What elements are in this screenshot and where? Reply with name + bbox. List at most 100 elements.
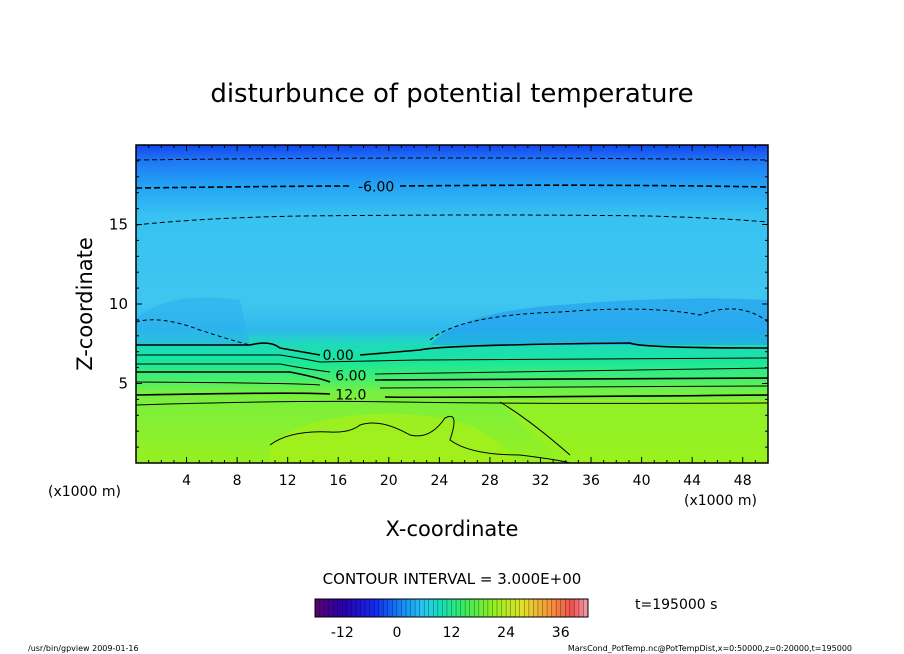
colorbar-cell [396, 599, 402, 617]
colorbar-cell [492, 599, 498, 617]
contour-line [136, 354, 768, 363]
x-tick-label: 40 [633, 473, 651, 489]
contour-line [136, 381, 768, 389]
colorbar [314, 598, 589, 618]
x-tick-label: 8 [233, 473, 242, 489]
colorbar-cell [319, 599, 325, 617]
colorbar-cell [578, 599, 584, 617]
contour-label: -6.00 [358, 179, 394, 195]
footer-right: MarsCond_PotTemp.nc@PotTempDist,x=0:5000… [568, 644, 852, 653]
colorbar-cell [456, 599, 461, 617]
colorbar-cell [547, 599, 552, 617]
colorbar-cell [406, 599, 411, 617]
colorbar-cell [387, 599, 393, 617]
warm-patch-right [500, 400, 768, 463]
x-tick-label: 24 [430, 473, 448, 489]
colorbar-cell [569, 599, 575, 617]
x-tick-label: 20 [380, 473, 398, 489]
colorbar-cell [537, 599, 543, 617]
contour-label: 12.0 [335, 388, 366, 404]
y-tick-label: 5 [118, 375, 128, 393]
colorbar-cell [374, 599, 379, 617]
x-tick-label: 44 [683, 473, 701, 489]
colorbar-cell [415, 599, 420, 617]
colorbar-cell [337, 599, 343, 617]
colorbar-cell [478, 599, 484, 617]
colorbar-cell [551, 599, 557, 617]
y-tick-label: 10 [109, 295, 128, 313]
colorbar-cell [565, 599, 571, 617]
colorbar-tick-label: 0 [392, 625, 401, 641]
colorbar-cell [365, 599, 370, 617]
cool-patch-left [136, 297, 250, 345]
colorbar-cell [487, 599, 493, 617]
colorbar-cell [369, 599, 375, 617]
colorbar-cell [315, 599, 320, 617]
colorbar-ticks: -12 0 12 24 36 [331, 625, 570, 641]
x-axis-label: X-coordinate [386, 517, 519, 541]
colorbar-cell [497, 599, 502, 617]
colorbar-cell [501, 599, 507, 617]
colorbar-cell [351, 599, 357, 617]
x-tick-label: 12 [279, 473, 297, 489]
colorbar-cell [342, 599, 348, 617]
colorbar-cell [510, 599, 516, 617]
time-label: t=195000 s [635, 597, 717, 613]
chart-title: disturbunce of potential temperature [210, 79, 693, 109]
x-tick-label: 48 [734, 473, 752, 489]
contour-label: 0.00 [323, 348, 354, 364]
colorbar-cell [442, 599, 448, 617]
contour-line [136, 184, 768, 189]
contour-line [136, 157, 768, 161]
colorbar-cell [328, 599, 334, 617]
colorbar-cell [424, 599, 430, 617]
colorbar-cell [410, 599, 416, 617]
y-axis-ticks: 5 10 15 [109, 160, 768, 448]
x-unit-label-right: (x1000 m) [684, 493, 757, 509]
x-tick-label: 16 [329, 473, 347, 489]
contour-line [136, 363, 768, 375]
colorbar-cell [378, 599, 384, 617]
x-tick-label: 32 [532, 473, 550, 489]
colorbar-frame [314, 598, 589, 618]
colorbar-cell [446, 599, 452, 617]
contour-interval-label: CONTOUR INTERVAL = 3.000E+00 [323, 570, 582, 588]
colorbar-cell [524, 599, 530, 617]
colorbar-cell [506, 599, 511, 617]
contour-line [136, 308, 768, 346]
colorbar-cell [465, 599, 470, 617]
colorbar-cell [556, 599, 561, 617]
colorbar-cell [583, 599, 589, 617]
colorbar-cell [528, 599, 534, 617]
colorbar-tick-label: -12 [331, 625, 354, 641]
colorbar-tick-label: 12 [443, 625, 461, 641]
x-axis-ticks: 4 8 12 16 20 24 28 32 36 40 44 48 [148, 145, 756, 489]
footer-left: /usr/bin/gpview 2009-01-16 [28, 644, 139, 653]
contour-line [136, 214, 768, 226]
x-unit-label-left: (x1000 m) [48, 484, 121, 500]
x-tick-label: 28 [481, 473, 499, 489]
colorbar-tick-label: 36 [552, 625, 570, 641]
colorbar-cell [392, 599, 398, 617]
y-axis-label: Z-coordinate [73, 237, 97, 371]
contour-line [136, 342, 768, 356]
colorbar-cell [519, 599, 525, 617]
colorbar-cell [469, 599, 475, 617]
colorbar-cell [428, 599, 434, 617]
colorbar-cell [437, 599, 443, 617]
colorbar-cell [515, 599, 521, 617]
contour-line [136, 392, 768, 399]
colorbar-cell [324, 599, 329, 617]
colorbar-tick-label: 24 [497, 625, 515, 641]
colorbar-cell [533, 599, 539, 617]
colorbar-cell [574, 599, 580, 617]
cool-patch-right [430, 298, 768, 345]
y-tick-label: 15 [109, 216, 128, 234]
colorbar-cell [483, 599, 489, 617]
contour-line [136, 371, 768, 383]
colorbar-cell [333, 599, 339, 617]
colorbar-cell [383, 599, 389, 617]
contour-line [269, 415, 571, 463]
colorbar-cell [401, 599, 407, 617]
